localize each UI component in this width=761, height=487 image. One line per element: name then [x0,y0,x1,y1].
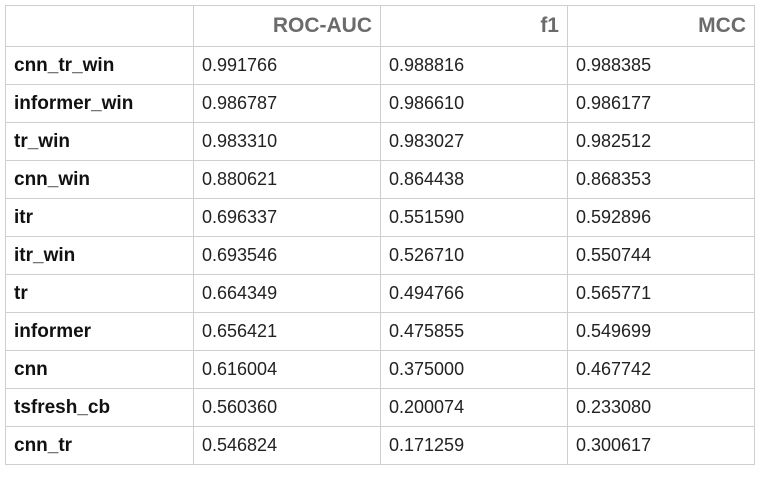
cell-mcc: 0.988385 [567,46,755,85]
cell-f1: 0.200074 [380,388,568,427]
cell-mcc: 0.592896 [567,198,755,237]
cell-f1: 0.475855 [380,312,568,351]
row-label: itr_win [5,236,194,275]
column-header-f1: f1 [380,5,568,47]
cell-roc-auc: 0.696337 [193,198,381,237]
table-row: informer_win 0.986787 0.986610 0.986177 [5,84,755,123]
table-row: itr_win 0.693546 0.526710 0.550744 [5,236,755,275]
cell-mcc: 0.986177 [567,84,755,123]
row-label: itr [5,198,194,237]
cell-f1: 0.988816 [380,46,568,85]
row-label: tr [5,274,194,313]
row-label: informer_win [5,84,194,123]
cell-roc-auc: 0.546824 [193,426,381,465]
table-row: informer 0.656421 0.475855 0.549699 [5,312,755,351]
cell-f1: 0.864438 [380,160,568,199]
results-table: ROC-AUC f1 MCC cnn_tr_win 0.991766 0.988… [5,5,755,465]
cell-roc-auc: 0.991766 [193,46,381,85]
row-label: tsfresh_cb [5,388,194,427]
cell-mcc: 0.550744 [567,236,755,275]
header-row: ROC-AUC f1 MCC [5,5,755,47]
table-row: itr 0.696337 0.551590 0.592896 [5,198,755,237]
cell-roc-auc: 0.693546 [193,236,381,275]
cell-mcc: 0.982512 [567,122,755,161]
table-row: cnn_win 0.880621 0.864438 0.868353 [5,160,755,199]
row-label: cnn_win [5,160,194,199]
column-header-mcc: MCC [567,5,755,47]
cell-mcc: 0.467742 [567,350,755,389]
cell-mcc: 0.549699 [567,312,755,351]
cell-roc-auc: 0.986787 [193,84,381,123]
cell-mcc: 0.300617 [567,426,755,465]
cell-mcc: 0.565771 [567,274,755,313]
table-header: ROC-AUC f1 MCC [5,5,755,47]
table-body: cnn_tr_win 0.991766 0.988816 0.988385 in… [5,46,755,465]
cell-f1: 0.551590 [380,198,568,237]
cell-roc-auc: 0.560360 [193,388,381,427]
cell-f1: 0.986610 [380,84,568,123]
cell-roc-auc: 0.656421 [193,312,381,351]
cell-roc-auc: 0.880621 [193,160,381,199]
cell-roc-auc: 0.664349 [193,274,381,313]
row-label: cnn [5,350,194,389]
table-row: tsfresh_cb 0.560360 0.200074 0.233080 [5,388,755,427]
table-row: tr_win 0.983310 0.983027 0.982512 [5,122,755,161]
row-label: informer [5,312,194,351]
column-header-roc-auc: ROC-AUC [193,5,381,47]
cell-roc-auc: 0.983310 [193,122,381,161]
cell-f1: 0.171259 [380,426,568,465]
row-label: cnn_tr [5,426,194,465]
header-corner-cell [5,5,194,47]
table-row: cnn_tr_win 0.991766 0.988816 0.988385 [5,46,755,85]
table-row: cnn 0.616004 0.375000 0.467742 [5,350,755,389]
cell-f1: 0.375000 [380,350,568,389]
cell-roc-auc: 0.616004 [193,350,381,389]
cell-f1: 0.526710 [380,236,568,275]
cell-f1: 0.983027 [380,122,568,161]
table-row: cnn_tr 0.546824 0.171259 0.300617 [5,426,755,465]
cell-mcc: 0.868353 [567,160,755,199]
table-row: tr 0.664349 0.494766 0.565771 [5,274,755,313]
row-label: cnn_tr_win [5,46,194,85]
cell-mcc: 0.233080 [567,388,755,427]
cell-f1: 0.494766 [380,274,568,313]
row-label: tr_win [5,122,194,161]
